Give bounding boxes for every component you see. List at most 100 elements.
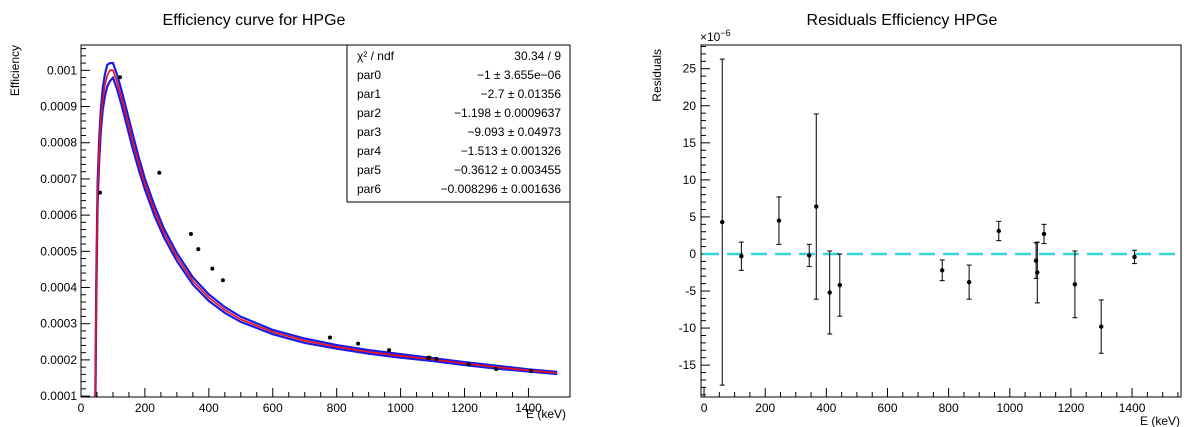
residual-point	[807, 253, 812, 258]
data-point	[427, 355, 432, 360]
residual-point	[1099, 324, 1104, 329]
data-point	[188, 231, 193, 236]
y-tick-label: 0.0005	[40, 244, 77, 258]
y-tick-label: 0.0004	[40, 281, 77, 295]
x-tick-label: 600	[263, 401, 283, 415]
x-tick-label: 200	[135, 401, 155, 415]
x-tick-label: 0	[78, 401, 85, 415]
y-tick-label: 20	[683, 99, 697, 113]
residual-point	[940, 268, 945, 273]
fit-curve	[94, 69, 558, 397]
x-tick-label: 800	[327, 401, 347, 415]
x-tick-label: 400	[199, 401, 219, 415]
stats-row-value: −1 ± 3.655e−06	[477, 68, 561, 82]
residual-point	[996, 228, 1001, 234]
residual-point	[739, 254, 744, 259]
stats-box-frame	[346, 44, 571, 203]
stats-row-name: par2	[357, 106, 381, 120]
right-chart-title: Residuals Efficiency HPGe	[807, 12, 998, 29]
y-tick-label: 10	[683, 173, 697, 187]
y-tick-label: 0.0009	[40, 100, 77, 114]
stats-row-name: par5	[357, 163, 381, 177]
right-axis-ticks: 0 200 400 600 800 1000 1200 1400 -15 -10 -5 0 5 10 15 2…	[679, 45, 1179, 415]
x-tick-label: 800	[939, 401, 959, 415]
left-x-axis-label: E (keV)	[526, 407, 566, 421]
data-point	[196, 247, 201, 252]
x-tick-label: 1200	[1058, 401, 1085, 415]
stats-row-value: 30.34 / 9	[514, 49, 561, 63]
stats-row-name: par4	[357, 144, 381, 158]
residual-point	[1041, 231, 1047, 237]
y-tick-label: 5	[689, 210, 696, 224]
residual-point	[827, 290, 832, 295]
stats-row-value: −1.513 ± 0.001326	[461, 144, 562, 158]
left-plot-frame	[80, 44, 571, 398]
residual-point	[966, 279, 972, 285]
data-point	[466, 362, 471, 367]
y-tick-label: 0.0006	[40, 208, 77, 222]
x-tick-label: 400	[816, 401, 836, 415]
y-tick-label: -15	[679, 358, 697, 372]
residual-point	[1035, 270, 1040, 275]
residuals-chart: Residuals Efficiency HPGe E (keV) Residu…	[650, 12, 1182, 427]
fit-error-band	[94, 62, 558, 397]
x-tick-label: 1000	[996, 401, 1023, 415]
residual-point	[814, 204, 819, 209]
residual-data-points	[719, 58, 1138, 386]
left-axis-ticks: 0 200 400 600 800 1000 1200 1400 0.0001 0.0002 0.0…	[40, 48, 542, 415]
x-tick-label: 1400	[515, 401, 542, 415]
x-tick-label: 1200	[451, 401, 478, 415]
right-y-exponent-label: ×10−6	[700, 28, 731, 44]
right-x-axis-label: E (keV)	[1140, 414, 1180, 427]
data-point	[494, 366, 499, 371]
stats-row-value: −9.093 ± 0.04973	[467, 125, 561, 139]
x-tick-label: 600	[877, 401, 897, 415]
residual-point	[1072, 282, 1078, 287]
stats-row-name: par0	[357, 68, 381, 82]
data-point	[387, 348, 392, 353]
data-point	[210, 266, 215, 271]
y-tick-label: 15	[683, 136, 697, 150]
y-tick-label: 0.0003	[40, 317, 77, 331]
y-tick-label: 0.0008	[40, 136, 77, 150]
data-point	[117, 75, 122, 80]
data-point	[529, 369, 534, 374]
y-tick-label: -10	[679, 321, 697, 335]
residual-point	[720, 219, 725, 225]
stats-row-name: par6	[357, 182, 381, 196]
x-tick-label: 1400	[1119, 401, 1146, 415]
x-tick-label: 200	[755, 401, 775, 415]
residual-point	[1132, 254, 1137, 260]
left-chart-title: Efficiency curve for HPGe	[163, 12, 346, 29]
efficiency-data-points	[98, 75, 534, 374]
efficiency-chart: Efficiency curve for HPGe E (keV) Effici…	[8, 12, 571, 421]
data-point	[98, 190, 103, 195]
right-y-axis-label: Residuals	[650, 49, 664, 102]
y-tick-label: 0.0007	[40, 172, 77, 186]
stats-row-name: par3	[357, 125, 381, 139]
y-tick-label: 0.0001	[40, 389, 77, 403]
data-point	[157, 170, 162, 175]
fit-stats-box: χ² / ndf 30.34 / 9 par0 −1 ± 3.655e−06 par1 −…	[346, 44, 571, 203]
stats-row-value: −1.198 ± 0.0009637	[454, 106, 561, 120]
data-point	[434, 356, 439, 361]
y-tick-label: -5	[685, 284, 696, 298]
x-tick-label: 0	[701, 401, 708, 415]
y-tick-label: 0	[689, 247, 696, 261]
y-tick-label: 0.001	[47, 63, 77, 77]
data-point	[356, 341, 361, 346]
y-tick-label: 25	[683, 62, 697, 76]
left-y-axis-label: Efficiency	[8, 45, 22, 96]
x-tick-label: 1000	[387, 401, 414, 415]
stats-row-value: −0.3612 ± 0.003455	[454, 163, 561, 177]
band-lower-line	[94, 75, 558, 397]
data-point	[327, 335, 332, 340]
data-point	[220, 278, 225, 283]
band-upper-line	[94, 62, 558, 397]
right-plot-frame	[700, 44, 1182, 398]
y-tick-label: 0.0002	[40, 353, 77, 367]
stats-row-name: χ² / ndf	[357, 49, 395, 63]
residual-point	[837, 282, 843, 288]
stats-row-value: −0.008296 ± 0.001636	[441, 182, 562, 196]
